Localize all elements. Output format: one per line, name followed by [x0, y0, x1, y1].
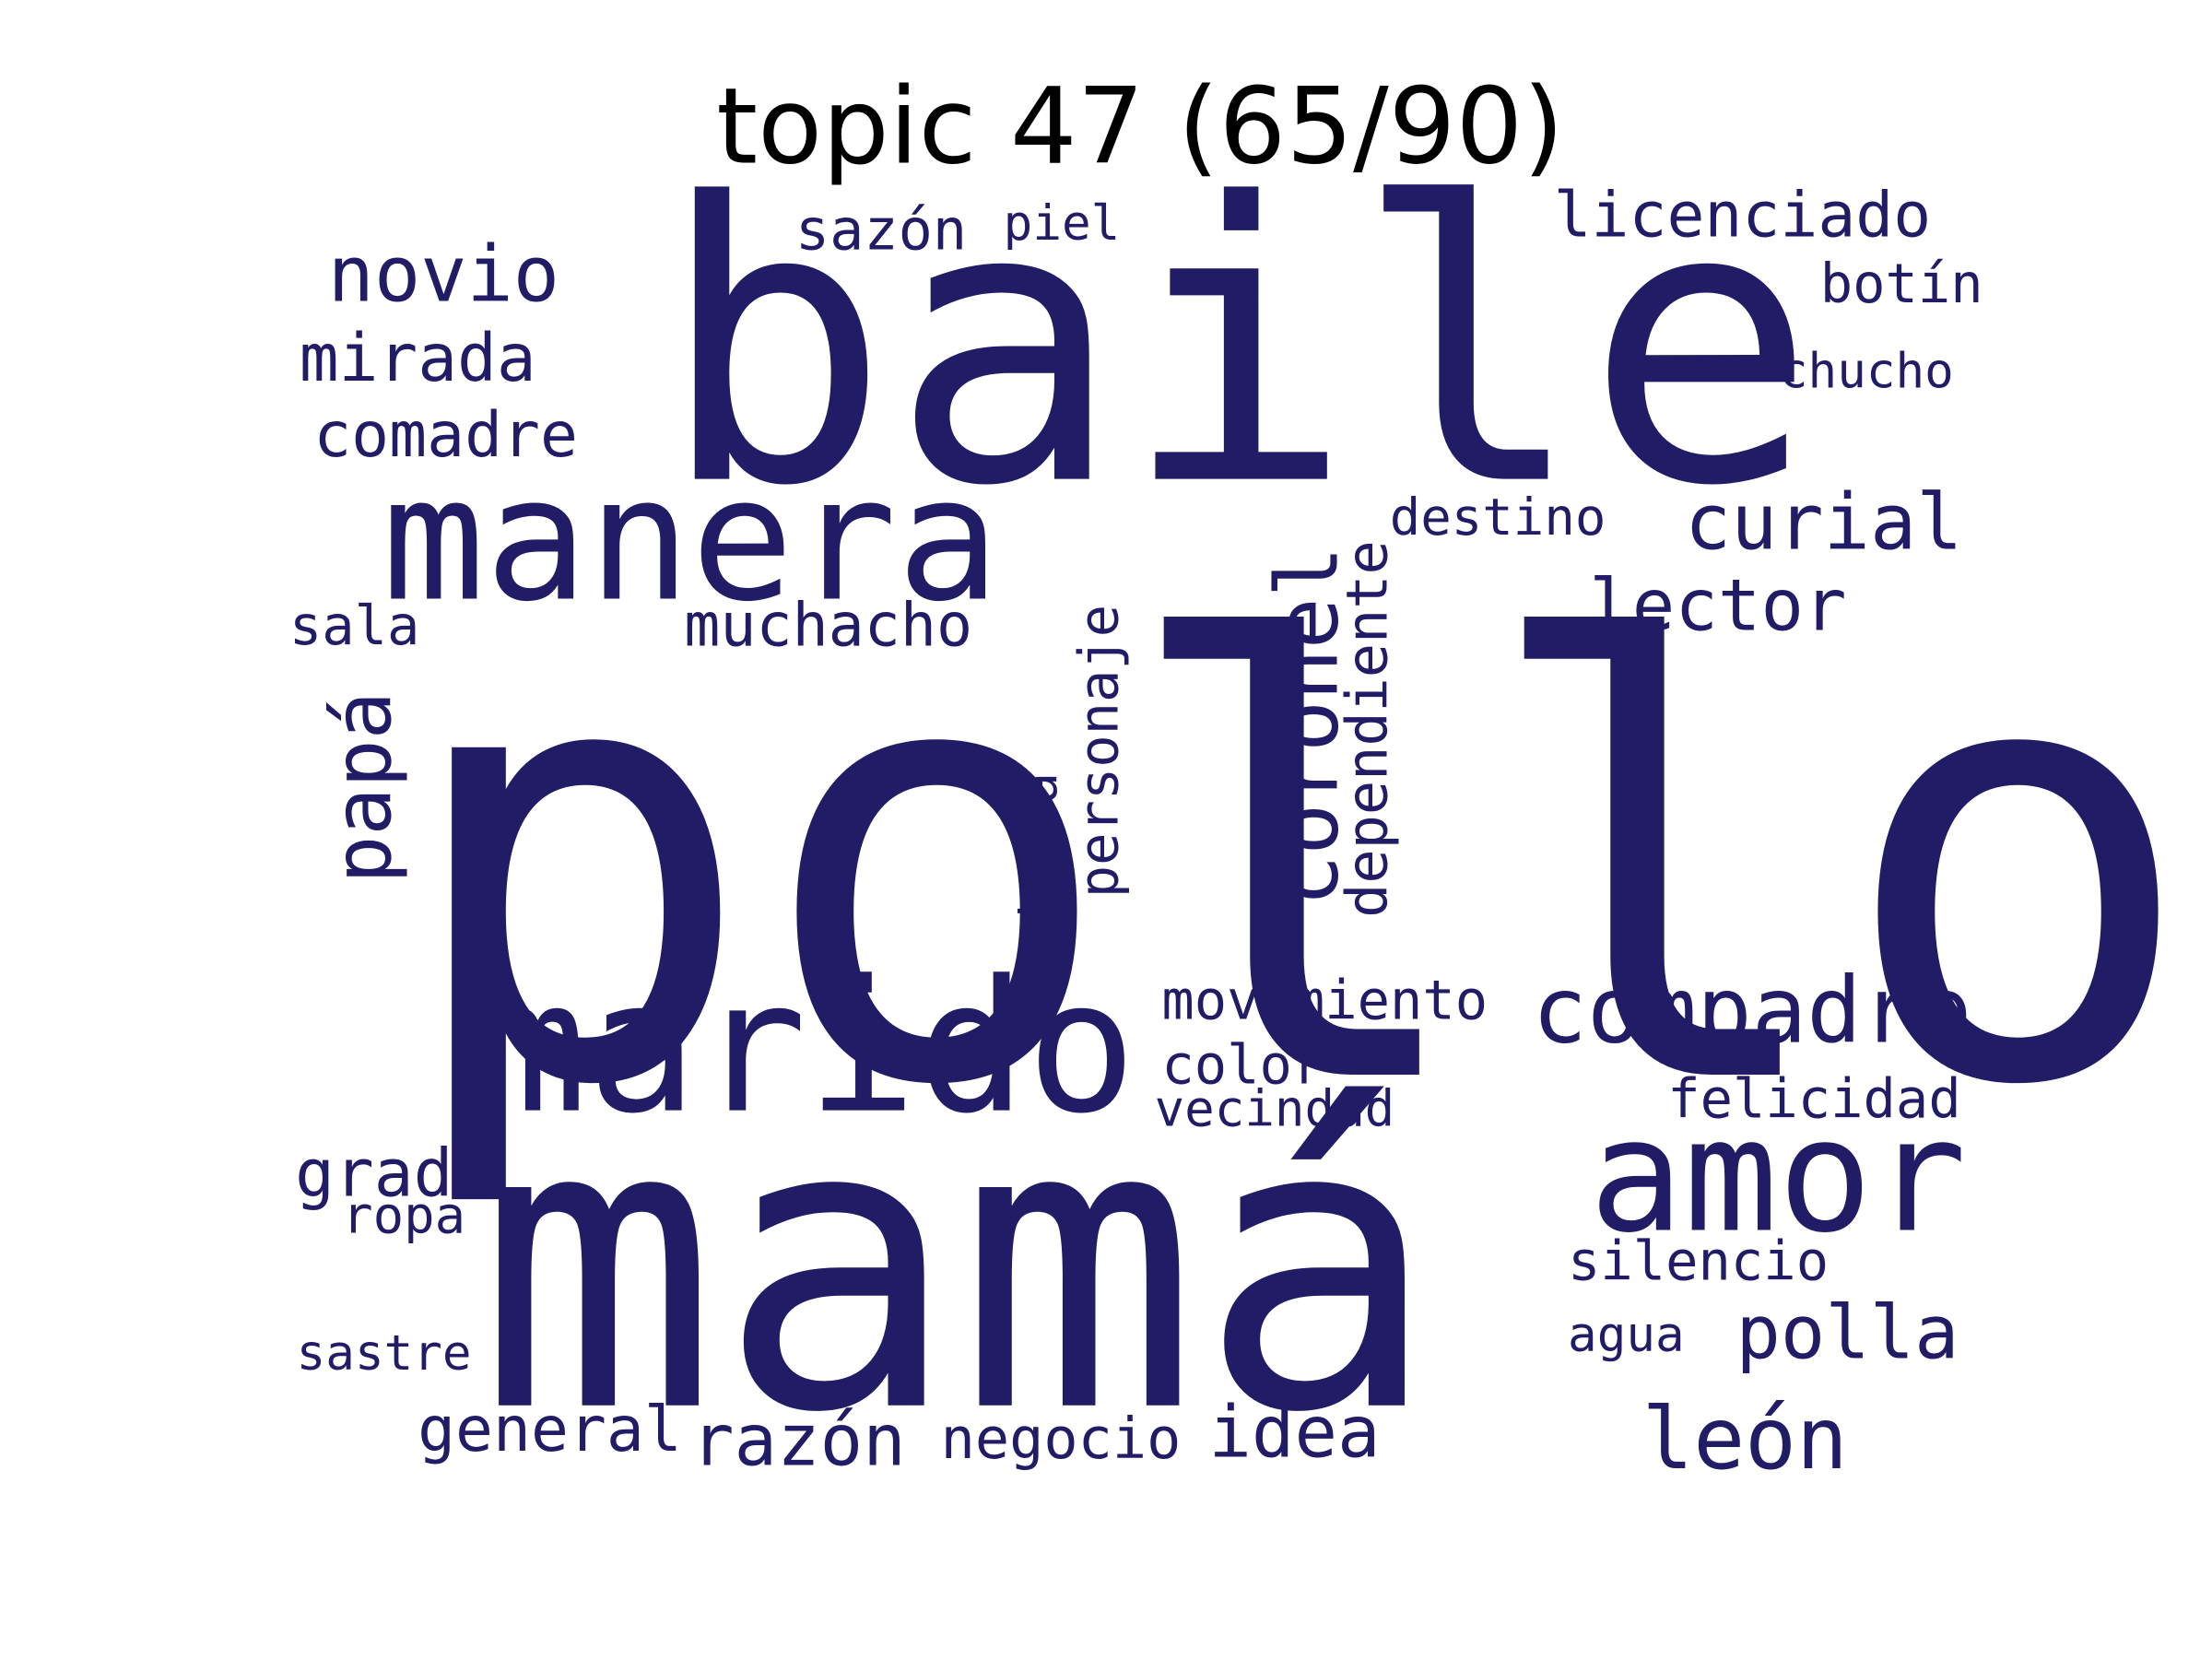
- word-idea: idea: [1208, 1391, 1381, 1474]
- word-licenciado: licenciado: [1553, 179, 1932, 253]
- word-personaje: personaje: [1067, 604, 1131, 899]
- word-manera: manera: [382, 441, 1000, 641]
- word-destino: destino: [1389, 488, 1606, 547]
- word-mama: mamá: [477, 1036, 1439, 1501]
- word-negocio: negocio: [940, 1406, 1182, 1473]
- word-dependiente: dependiente: [1335, 540, 1402, 918]
- word-movimiento: movimiento: [1161, 969, 1488, 1032]
- word-vecindad: vecindad: [1154, 1081, 1395, 1139]
- word-visita: visita: [1010, 772, 1069, 959]
- word-compadre: compadre: [1532, 959, 1972, 1065]
- word-mirada: mirada: [299, 319, 536, 396]
- word-silencio: silencio: [1568, 1230, 1830, 1293]
- word-color: color: [1161, 1033, 1325, 1097]
- word-sala: sala: [288, 594, 420, 657]
- word-ropa: ropa: [342, 1187, 466, 1246]
- word-muchacho: muchacho: [684, 590, 973, 660]
- word-pollo: pollo: [395, 520, 2199, 1218]
- word-agua: agua: [1568, 1307, 1685, 1364]
- word-novio: novio: [327, 229, 560, 320]
- word-comadre: comadre: [313, 398, 578, 472]
- word-botin: botín: [1819, 252, 1983, 315]
- word-lector: lector: [1589, 564, 1847, 648]
- word-curial: curial: [1684, 477, 1963, 568]
- word-polla: polla: [1735, 1291, 1959, 1377]
- word-felicidad: felicidad: [1667, 1067, 1961, 1131]
- word-baile: baile: [658, 121, 1818, 571]
- word-general: general: [418, 1394, 682, 1467]
- word-sastre: sastre: [296, 1325, 472, 1383]
- word-chucho: chucho: [1778, 343, 1954, 401]
- word-leon: león: [1641, 1389, 1848, 1489]
- word-amor: amor: [1589, 1084, 1967, 1267]
- word-marido: marido: [477, 942, 1137, 1155]
- cloud-title: topic 47 (65/90): [716, 65, 1564, 189]
- word-papa: papá: [317, 691, 411, 884]
- word-piel: piel: [1003, 194, 1121, 253]
- word-sazon: sazón: [794, 197, 968, 265]
- word-grado: grado: [295, 1134, 493, 1212]
- word-razon: razón: [691, 1399, 906, 1483]
